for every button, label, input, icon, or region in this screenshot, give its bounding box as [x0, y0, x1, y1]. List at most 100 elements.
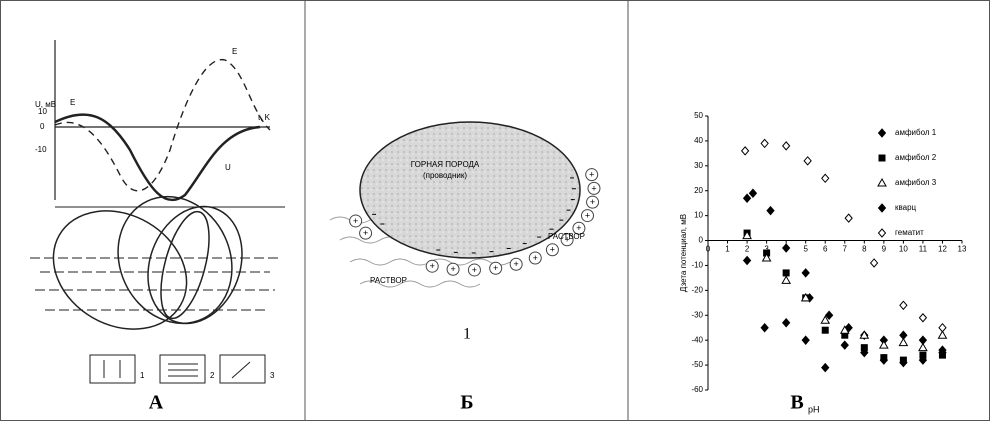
- point: [821, 362, 830, 373]
- y-tick-label: -50: [691, 360, 703, 369]
- point: [742, 230, 752, 240]
- x-tick-label: 5: [803, 245, 808, 254]
- point: [844, 213, 853, 223]
- point: [938, 322, 947, 333]
- y-tick-label: -10: [691, 261, 703, 270]
- x-tick-label: 11: [919, 245, 928, 254]
- point: [740, 146, 750, 156]
- charge: [586, 195, 600, 209]
- x-tick-label: 9: [882, 245, 887, 254]
- curve-u: [54, 113, 261, 202]
- point: [781, 243, 791, 253]
- label: 1: [140, 371, 145, 380]
- caption: А: [149, 392, 164, 414]
- plus: +: [450, 264, 455, 274]
- point: [938, 347, 947, 358]
- legend-box: [159, 354, 206, 384]
- legend-label: амфибол 2: [895, 153, 937, 162]
- equipotential: [147, 205, 243, 325]
- plus: +: [353, 216, 358, 226]
- label: 2: [210, 371, 215, 380]
- point: [898, 337, 909, 347]
- point: [821, 326, 829, 334]
- point: [782, 269, 790, 277]
- x-tick-label: 12: [938, 245, 947, 254]
- charge: [349, 214, 363, 228]
- x-tick-label: 10: [899, 245, 908, 254]
- charge: [560, 233, 574, 247]
- point: [820, 315, 831, 324]
- legend-glyphs: [103, 360, 251, 379]
- y-tick-label: 50: [694, 111, 703, 120]
- y-tick-label: 10: [694, 211, 703, 220]
- charge: [509, 257, 523, 271]
- point: [878, 340, 889, 349]
- point: [937, 330, 948, 339]
- point: [781, 141, 791, 151]
- point: [899, 300, 908, 311]
- label: 10: [38, 107, 47, 116]
- label: t, K: [258, 113, 271, 122]
- caption: В: [790, 392, 803, 414]
- layers: [30, 257, 280, 311]
- charge: [467, 263, 481, 277]
- y-tick-label: 20: [694, 186, 703, 195]
- label: E: [70, 98, 75, 107]
- x-tick-label: 0: [706, 245, 711, 254]
- legend-marker: [877, 128, 887, 138]
- x-tick-label: 13: [958, 245, 967, 254]
- legend-label: амфибол 1: [895, 128, 937, 137]
- charge: [489, 261, 503, 275]
- point: [760, 138, 769, 149]
- charge: [425, 259, 439, 273]
- point: [840, 340, 849, 350]
- label: РАСТВОР: [370, 276, 407, 285]
- charge: [359, 226, 373, 240]
- caption: Б: [460, 392, 473, 414]
- y-tick-label: -30: [691, 310, 703, 319]
- point: [781, 275, 792, 284]
- label: 0: [40, 122, 45, 131]
- equipotential: [117, 195, 233, 325]
- point: [800, 292, 811, 302]
- charge: [585, 168, 599, 182]
- x-tick-label: 7: [843, 245, 848, 254]
- panel-b: +++++++++++++++: [329, 121, 601, 288]
- plus: +: [363, 228, 368, 238]
- legend-marker: [877, 177, 887, 187]
- legend-label: амфибол 3: [895, 178, 937, 187]
- point: [879, 355, 889, 365]
- point: [869, 258, 879, 268]
- caption-sub: pH: [808, 404, 820, 414]
- label: 1: [463, 326, 471, 343]
- x-tick-label: 3: [764, 245, 769, 254]
- plus: +: [589, 170, 594, 180]
- label: 3: [270, 371, 275, 380]
- label: U, мВ: [35, 100, 56, 109]
- plus: +: [472, 265, 477, 275]
- point: [824, 310, 834, 321]
- plus: +: [550, 245, 555, 255]
- panel-a: [30, 40, 285, 384]
- plus: +: [591, 183, 596, 193]
- label: E: [232, 47, 237, 56]
- plus: +: [514, 259, 519, 269]
- charge: [587, 181, 601, 195]
- label: (проводник): [423, 171, 467, 180]
- point: [918, 313, 928, 323]
- point: [760, 322, 769, 333]
- label: -10: [35, 145, 47, 154]
- plus: +: [493, 263, 498, 273]
- x-tick-label: 6: [823, 245, 828, 254]
- y-tick-label: -60: [691, 385, 703, 394]
- x-tick-label: 1: [725, 245, 730, 254]
- plus: +: [590, 197, 595, 207]
- y-label: Дзета потенциал, мВ: [679, 214, 688, 292]
- y-tick-label: 0: [699, 236, 704, 245]
- point: [742, 193, 752, 203]
- x-tick-label: 8: [862, 245, 867, 254]
- point: [742, 255, 752, 266]
- point: [748, 188, 758, 198]
- y-tick-label: -40: [691, 335, 703, 344]
